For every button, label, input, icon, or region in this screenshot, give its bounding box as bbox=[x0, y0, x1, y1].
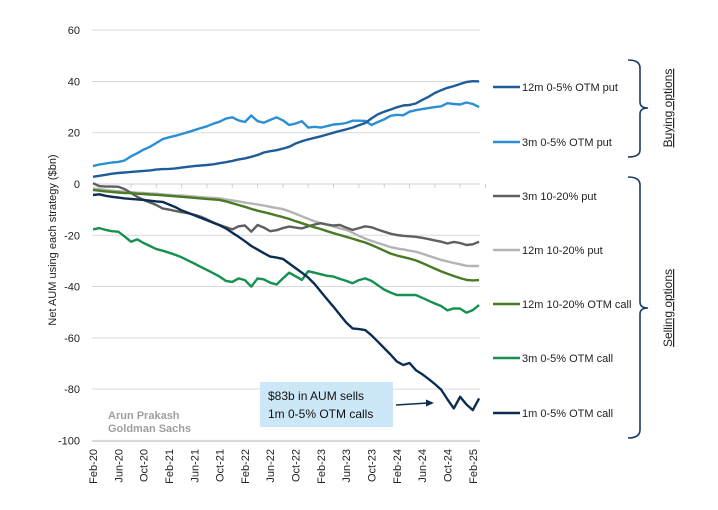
annotation-arrow bbox=[395, 402, 429, 406]
x-tick-label: Oct-23 bbox=[367, 449, 379, 482]
y-tick-label: -100 bbox=[58, 435, 80, 447]
legend-label: 3m 10-20% put bbox=[522, 191, 597, 203]
series-line-12m-0-5-otm-put bbox=[92, 80, 480, 178]
series-line-3m-10-20-put bbox=[92, 182, 480, 247]
x-tick-label: Jun-23 bbox=[341, 449, 353, 483]
y-tick-label: 20 bbox=[68, 128, 80, 140]
series-line-3m-0-5-otm-call bbox=[92, 226, 480, 314]
series-line-1m-0-5-otm-call bbox=[92, 193, 481, 412]
x-tick-label: Feb-22 bbox=[240, 449, 252, 484]
legend-item: 3m 10-20% put bbox=[493, 191, 597, 203]
x-tick-label: Feb-21 bbox=[164, 449, 176, 484]
x-tick-label: Oct-20 bbox=[139, 449, 151, 482]
series-lines bbox=[92, 80, 481, 412]
x-tick-label: Jun-20 bbox=[113, 449, 125, 483]
legend-label: 1m 0-5% OTM call bbox=[522, 408, 613, 420]
legend-label: 12m 10-20% OTM call bbox=[522, 299, 631, 311]
annotation: $83b in AUM sells 1m 0-5% OTM calls bbox=[260, 382, 434, 427]
arrowhead-icon bbox=[426, 399, 434, 407]
x-tick-label: Jun-21 bbox=[189, 449, 201, 483]
x-tick-label: Jun-24 bbox=[417, 449, 429, 483]
selling-options-label: Selling options bbox=[661, 269, 675, 347]
y-tick-label: 0 bbox=[74, 179, 80, 191]
x-tick-label: Feb-23 bbox=[316, 449, 328, 484]
buying-options-label: Buying options bbox=[661, 69, 675, 148]
x-tick-label: Oct-22 bbox=[291, 449, 303, 482]
x-tick-label: Oct-24 bbox=[442, 449, 454, 482]
y-axis-ticks: 60 40 20 0 -20 -40 -60 -80 -100 bbox=[58, 25, 80, 447]
source-line-1: Arun Prakash bbox=[108, 410, 180, 422]
legend-item: 3m 0-5% OTM call bbox=[493, 353, 613, 365]
series-line-3m-0-5-otm-put bbox=[92, 101, 480, 168]
annotation-line-2: 1m 0-5% OTM calls bbox=[268, 407, 373, 421]
y-axis-label: Net AUM using each strategy ($bn) bbox=[47, 154, 59, 325]
legend-item: 12m 10-20% put bbox=[493, 245, 603, 257]
annotation-line-1: $83b in AUM sells bbox=[268, 389, 364, 403]
annotation-box bbox=[260, 382, 393, 427]
legend-item: 3m 0-5% OTM put bbox=[493, 137, 612, 149]
x-tick-label: Jun-22 bbox=[265, 449, 277, 483]
y-tick-label: 60 bbox=[68, 25, 80, 37]
legend-item: 12m 10-20% OTM call bbox=[493, 299, 631, 311]
x-tick-label: Feb-20 bbox=[88, 449, 100, 484]
legend: 12m 0-5% OTM put 3m 0-5% OTM put 3m 10-20%… bbox=[493, 82, 631, 420]
series-line-12m-10-20-otm-call bbox=[92, 188, 480, 282]
legend-label: 3m 0-5% OTM put bbox=[522, 137, 612, 149]
x-tick-label: Feb-25 bbox=[468, 449, 480, 484]
legend-label: 3m 0-5% OTM call bbox=[522, 353, 613, 365]
y-tick-label: -80 bbox=[64, 384, 80, 396]
legend-item: 12m 0-5% OTM put bbox=[493, 82, 618, 94]
y-tick-label: -40 bbox=[64, 282, 80, 294]
y-tick-label: -20 bbox=[64, 230, 80, 242]
x-tick-label: Oct-21 bbox=[215, 449, 227, 482]
x-axis-ticks: Feb-20 Jun-20 Oct-20 Feb-21 Jun-21 Oct-21 Feb-… bbox=[88, 449, 480, 484]
selling-bracket bbox=[627, 176, 649, 439]
group-brackets: Buying options Selling options bbox=[627, 59, 675, 439]
source-line-2: Goldman Sachs bbox=[108, 423, 191, 435]
x-tick-label: Feb-24 bbox=[392, 449, 404, 484]
gridlines bbox=[92, 29, 486, 442]
buying-bracket bbox=[627, 59, 649, 158]
legend-label: 12m 10-20% put bbox=[522, 245, 603, 257]
y-tick-label: -60 bbox=[64, 333, 80, 345]
legend-label: 12m 0-5% OTM put bbox=[522, 82, 618, 94]
y-tick-label: 40 bbox=[68, 76, 80, 88]
legend-item: 1m 0-5% OTM call bbox=[493, 408, 613, 420]
source-credit: Arun Prakash Goldman Sachs bbox=[108, 410, 191, 435]
